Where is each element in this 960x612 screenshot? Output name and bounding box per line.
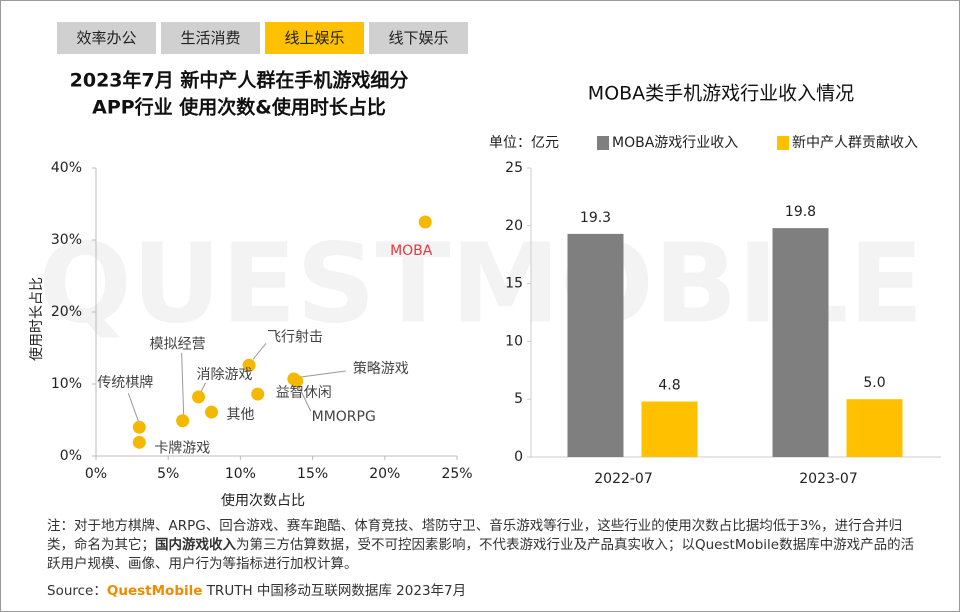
source-label: Source： bbox=[47, 583, 107, 599]
point-label: 模拟经营 bbox=[150, 337, 206, 353]
source-text: TRUTH 中国移动互联网数据库 2023年7月 bbox=[206, 583, 467, 599]
y-axis-label: 使用时长占比 bbox=[28, 277, 45, 361]
point-label: 其他 bbox=[227, 407, 255, 423]
value-label: 19.8 bbox=[785, 204, 816, 220]
point bbox=[132, 435, 146, 449]
y-tick-label: 20% bbox=[51, 304, 82, 320]
point bbox=[205, 405, 219, 419]
value-label: 4.8 bbox=[658, 378, 680, 394]
point bbox=[418, 215, 432, 229]
unit-label: 单位：亿元 bbox=[489, 135, 559, 151]
point-label: 传统棋牌 bbox=[97, 374, 153, 391]
point bbox=[192, 390, 206, 404]
point bbox=[290, 374, 304, 388]
x-tick-label: 2022-07 bbox=[594, 471, 653, 487]
point bbox=[132, 420, 146, 434]
y-tick-label: 0 bbox=[514, 449, 523, 465]
x-tick-label: 25% bbox=[441, 466, 472, 482]
bar bbox=[772, 228, 829, 457]
leader-line bbox=[298, 385, 312, 412]
y-tick-label: 15 bbox=[505, 276, 523, 292]
x-tick-label: 20% bbox=[369, 466, 400, 482]
legend-label: 新中产人群贡献收入 bbox=[792, 135, 918, 151]
leader-line bbox=[252, 342, 267, 360]
x-tick-label: 10% bbox=[225, 466, 256, 482]
value-label: 19.3 bbox=[580, 210, 611, 226]
leader-line bbox=[181, 352, 185, 415]
legend-label: MOBA游戏行业收入 bbox=[612, 135, 738, 151]
y-tick-label: 0% bbox=[60, 448, 82, 464]
note-text: 注：对于地方棋牌、ARPG、回合游戏、赛车跑酷、体育竞技、塔防守卫、音乐游戏等行… bbox=[47, 518, 903, 553]
bar bbox=[846, 399, 903, 457]
tabs: 效率办公 生活消费 线上娱乐 线下娱乐 bbox=[57, 22, 468, 54]
point-label: 卡牌游戏 bbox=[154, 439, 210, 456]
footnote: 注：对于地方棋牌、ARPG、回合游戏、赛车跑酷、体育竞技、塔防守卫、音乐游戏等行… bbox=[47, 517, 915, 574]
point bbox=[242, 358, 256, 372]
legend-swatch bbox=[597, 136, 609, 150]
note-text: 为第三方估算数据，受不可控因素影响，不代表游戏行业及产品真实收入；以QuestM… bbox=[47, 537, 915, 572]
y-tick-label: 5 bbox=[514, 391, 523, 407]
tab[interactable]: 生活消费 bbox=[161, 22, 260, 54]
chart-title: 2023年7月 新中产人群在手机游戏细分 bbox=[70, 69, 409, 92]
point-label: 消除游戏 bbox=[197, 367, 253, 383]
y-tick-label: 10% bbox=[51, 376, 82, 392]
x-tick-label: 15% bbox=[297, 466, 328, 482]
legend-swatch bbox=[777, 136, 789, 150]
point bbox=[176, 414, 190, 428]
bar bbox=[567, 233, 624, 457]
y-tick-label: 40% bbox=[51, 160, 82, 176]
y-tick-label: 30% bbox=[51, 232, 82, 248]
tab[interactable]: 效率办公 bbox=[57, 22, 156, 54]
bar bbox=[641, 401, 698, 457]
y-tick-label: 20 bbox=[505, 218, 523, 234]
x-tick-label: 0% bbox=[85, 466, 107, 482]
point-label: 策略游戏 bbox=[353, 360, 409, 377]
point-label: MOBA bbox=[390, 243, 433, 259]
tab[interactable]: 线上娱乐 bbox=[265, 22, 364, 54]
x-axis-label: 使用次数占比 bbox=[221, 492, 305, 509]
point-label: 飞行射击 bbox=[267, 329, 323, 345]
note-bold: 国内游戏收入 bbox=[155, 537, 236, 553]
x-tick-label: 2023-07 bbox=[799, 471, 858, 487]
point bbox=[251, 387, 265, 401]
y-tick-label: 25 bbox=[505, 160, 523, 176]
point-label: 益智休闲 bbox=[276, 385, 332, 401]
x-tick-label: 5% bbox=[157, 466, 179, 482]
source-brand: QuestMobile bbox=[106, 583, 203, 599]
chart-title: APP行业 使用次数&使用时长占比 bbox=[92, 96, 386, 119]
source: Source：QuestMobile TRUTH 中国移动互联网数据库 2023… bbox=[47, 579, 466, 599]
leader-line bbox=[127, 393, 139, 422]
value-label: 5.0 bbox=[863, 375, 885, 391]
leader-line bbox=[300, 370, 346, 378]
chart-title: MOBA类手机游戏行业收入情况 bbox=[588, 83, 854, 105]
y-tick-label: 10 bbox=[505, 333, 523, 349]
point-label: MMORPG bbox=[312, 409, 376, 425]
tab[interactable]: 线下娱乐 bbox=[369, 22, 468, 54]
